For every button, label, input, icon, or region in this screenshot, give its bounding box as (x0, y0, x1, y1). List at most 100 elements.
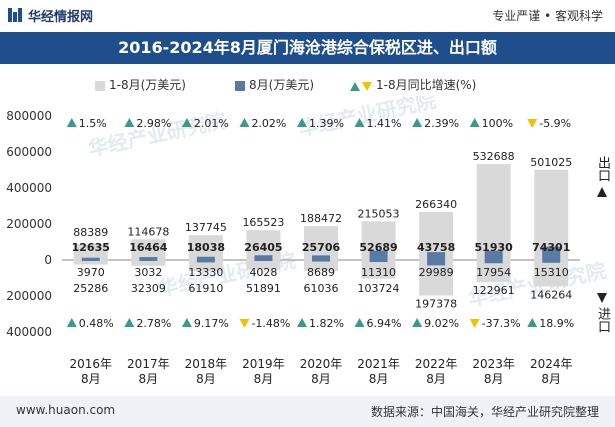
export-month-bar (542, 246, 561, 260)
y-tick-label: 0 (44, 253, 52, 267)
export-growth-label: 2.98% (136, 117, 171, 130)
growth-down-marker (239, 319, 250, 328)
chart-title: 2016-2024年8月厦门海沧港综合保税区进、出口额 (118, 38, 497, 57)
export-month-label: 12635 (72, 241, 110, 254)
footer: www.huaon.com 数据来源：中国海关，华经产业研究院整理 (0, 396, 615, 427)
export-month-label: 26405 (244, 241, 282, 254)
export-growth-label: -5.9% (539, 117, 571, 130)
export-growth-label: 2.39% (424, 117, 459, 130)
export-total-bar (419, 212, 454, 260)
import-total-label: 51891 (246, 282, 281, 295)
export-month-label: 18038 (187, 241, 225, 254)
export-month-label: 25706 (302, 241, 341, 254)
export-total-bar (188, 235, 223, 260)
export-total-bar (476, 164, 511, 260)
export-month-label: 16464 (129, 241, 168, 254)
export-month-bar (312, 255, 330, 260)
export-growth-label: 1.41% (367, 117, 402, 130)
export-label: 出口 (595, 156, 610, 182)
y-tick-label: 400000 (6, 181, 52, 195)
growth-down-marker (469, 319, 480, 328)
export-month-bar (254, 255, 273, 260)
legend-growth: 1-8月同比增速(%) (350, 76, 476, 93)
import-month-bar (312, 260, 330, 262)
import-month-label: 3970 (77, 266, 105, 279)
y-tick-label: 200000 (6, 217, 52, 231)
import-month-label: 17954 (476, 266, 511, 279)
title-bar: 2016-2024年8月厦门海沧港综合保税区进、出口额 (0, 32, 615, 64)
x-axis: 2016年8月2017年8月2018年8月2019年8月2020年8月2021年… (70, 357, 573, 386)
import-total-bar (246, 260, 281, 270)
y-tick-label: 200000 (6, 289, 52, 303)
import-label: 进口 (595, 307, 610, 333)
import-total-label: 146264 (530, 288, 572, 301)
import-growth-label: 2.78% (136, 317, 171, 330)
import-total-label: 103724 (358, 282, 400, 295)
import-growth-label: 6.94% (367, 317, 402, 330)
top-bar: 华经情报网 专业严谨 • 客观科学 (0, 0, 615, 30)
import-growth-label: 18.9% (539, 317, 574, 330)
import-month-bar (254, 260, 273, 261)
export-total-label: 215053 (358, 207, 400, 220)
x-tick-label: 2021年 (357, 357, 400, 371)
growth-up-marker (181, 318, 192, 327)
x-tick-label: 8月 (81, 372, 101, 386)
x-tick-label: 2024年 (530, 357, 573, 371)
import-month-bar (196, 260, 215, 263)
growth-up-marker (181, 118, 192, 127)
legend-total-swatch (95, 80, 105, 91)
import-month-bar (542, 260, 561, 263)
export-growth-label: 1.5% (79, 117, 107, 130)
export-growth-label: 100% (482, 117, 513, 130)
import-month-bar (81, 260, 100, 261)
x-tick-label: 2016年 (70, 357, 113, 371)
export-growth-label: 1.39% (309, 117, 344, 130)
growth-down-marker (527, 119, 538, 128)
export-total-label: 88389 (73, 226, 108, 239)
legend-month: 8月(万美元) (235, 76, 314, 93)
growth-up-marker (124, 118, 135, 127)
export-total-bar (246, 230, 281, 260)
import-total-label: 61036 (304, 282, 339, 295)
import-month-label: 29989 (419, 266, 454, 279)
import-total-label: 122961 (473, 284, 515, 297)
import-month-label: 13330 (188, 266, 223, 279)
value-labels: 88389 12635 3970 25286 114678 16464 3032 32309 1… (72, 150, 573, 310)
export-growth-label: 2.02% (251, 117, 286, 130)
website-link[interactable]: www.huaon.com (16, 403, 116, 417)
export-month-label: 52689 (359, 241, 397, 254)
x-tick-label: 8月 (369, 372, 389, 386)
import-month-label: 8689 (307, 266, 335, 279)
import-total-bar (361, 260, 396, 279)
export-month-bar (196, 256, 215, 260)
export-month-bar (369, 250, 388, 260)
x-tick-label: 2018年 (185, 357, 228, 371)
import-month-label: 11310 (361, 266, 396, 279)
legend-month-swatch (235, 80, 245, 91)
brand-name: 华经情报网 (28, 10, 94, 25)
export-total-bar (131, 239, 166, 260)
import-total-bar (476, 260, 511, 283)
growth-up-marker (66, 318, 77, 327)
growth-up-marker (239, 118, 250, 127)
x-tick-label: 8月 (139, 372, 159, 386)
export-total-label: 188472 (300, 212, 342, 225)
y-tick-label: 600000 (6, 145, 52, 159)
bars (73, 164, 569, 296)
growth-up-marker (527, 318, 538, 327)
export-month-label: 51930 (475, 241, 514, 254)
x-tick-label: 2017年 (127, 357, 170, 371)
import-total-label: 61910 (188, 282, 223, 295)
x-tick-label: 8月 (541, 372, 561, 386)
legend-growth-label: 1-8月同比增速(%) (376, 78, 477, 92)
export-total-label: 165523 (242, 216, 284, 229)
import-total-bar (188, 260, 223, 272)
import-total-bar (131, 260, 166, 266)
import-growth-label: 9.17% (194, 317, 229, 330)
x-tick-label: 8月 (426, 372, 446, 386)
up-arrow-icon (597, 187, 607, 197)
x-tick-label: 2020年 (300, 357, 343, 371)
import-growth-label: -1.48% (251, 317, 290, 330)
chart-area: 华经产业研究院华经产业研究院华经产业研究院华经产业研究院 80000060000… (6, 96, 608, 386)
import-total-bar (304, 260, 338, 271)
